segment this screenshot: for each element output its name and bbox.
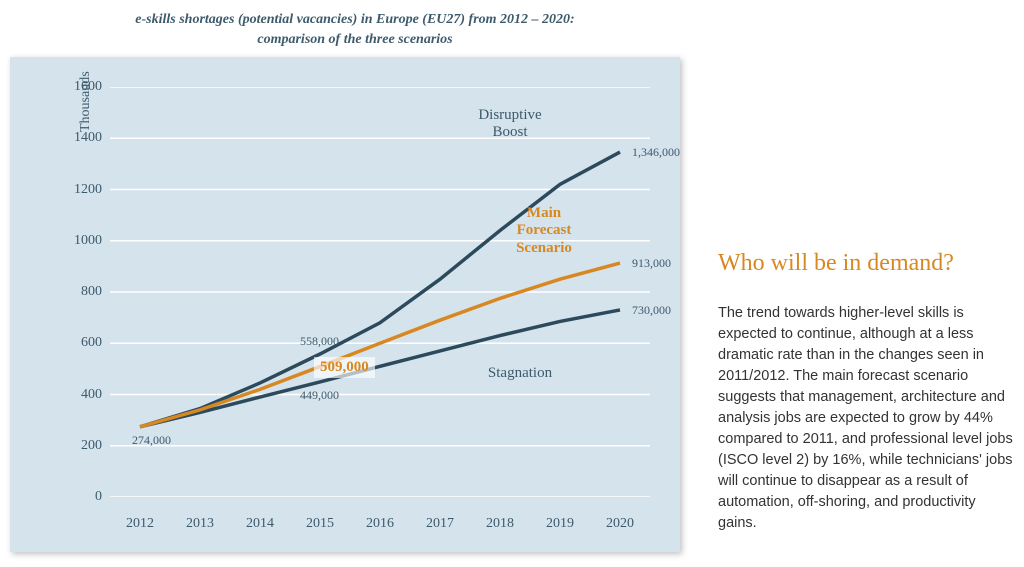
x-tick-label: 2020 [606,516,634,532]
grid-lines [110,87,650,497]
x-tick-label: 2013 [186,516,214,532]
chart-title: e-skills shortages (potential vacancies)… [10,10,680,57]
plot-svg [110,87,650,497]
y-tick-label: 0 [95,489,102,505]
y-tick-label: 400 [81,387,102,403]
end-label-main: 913,000 [632,256,671,271]
point-label-start: 274,000 [132,433,171,448]
y-tick-label: 800 [81,284,102,300]
x-tick-label: 2016 [366,516,394,532]
chart-title-line1: e-skills shortages (potential vacancies)… [135,12,574,27]
y-tick-label: 600 [81,335,102,351]
point-label-stagnation-2015: 449,000 [300,388,339,403]
y-tick-label: 1200 [74,182,102,198]
point-label-disruptive-2015: 558,000 [300,334,339,349]
series-group [140,152,620,427]
series-label-disruptive: Disruptive Boost [465,107,555,142]
y-tick-label: 200 [81,438,102,454]
y-tick-label: 1000 [74,233,102,249]
x-tick-label: 2018 [486,516,514,532]
series-label-main: Main Forecast Scenario [504,205,584,257]
end-label-stagnation: 730,000 [632,303,671,318]
y-tick-label: 1600 [74,79,102,95]
x-tick-label: 2017 [426,516,454,532]
x-tick-label: 2019 [546,516,574,532]
series-label-stagnation: Stagnation [470,365,570,382]
x-tick-label: 2014 [246,516,274,532]
sidebar-body: The trend towards higher-level skills is… [718,303,1014,534]
end-label-disruptive: 1,346,000 [632,145,680,160]
x-tick-label: 2012 [126,516,154,532]
x-tick-label: 2015 [306,516,334,532]
y-tick-label: 1400 [74,130,102,146]
sidebar-column: Who will be in demand? The trend towards… [690,0,1024,567]
highlight-main-2015: 509,000 [314,357,375,378]
chart-column: e-skills shortages (potential vacancies)… [0,0,690,567]
chart-title-line2: comparison of the three scenarios [257,32,452,47]
sidebar-heading: Who will be in demand? [718,250,1014,277]
chart-area: Thousands 02004006008001000120014001600 … [10,57,680,552]
